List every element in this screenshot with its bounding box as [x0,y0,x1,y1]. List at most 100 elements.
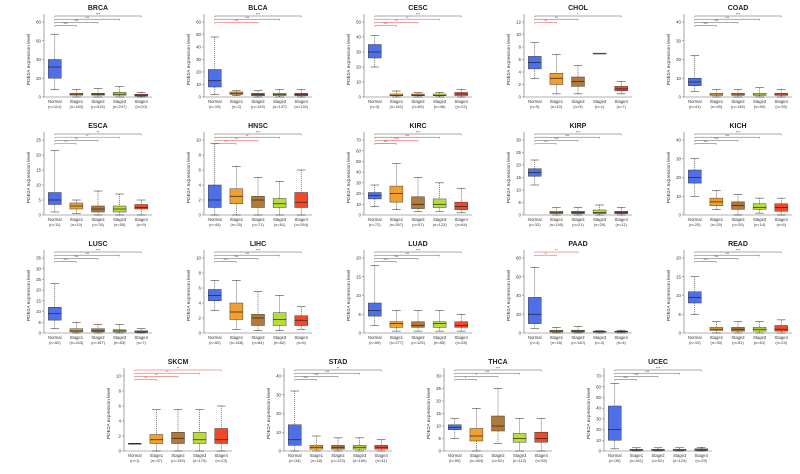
significance-label: * [577,13,579,17]
x-tick-label: Normal [688,99,702,104]
significance-label: ** [544,19,547,23]
x-tick-label: Stage3 [593,99,607,104]
y-tick-label: 6 [199,286,202,291]
x-tick-label: Normal [368,99,382,104]
x-tick-label: Normal [48,217,62,222]
y-axis-label: PDE2A expression level [506,270,512,321]
y-axis-label: PDE2A expression level [506,34,512,85]
significance-label: *** [645,370,650,374]
box-stage1 [69,328,84,333]
x-tick-label: Stage4 [295,217,309,222]
chart-title: UCEC [648,359,668,366]
sample-size-label: (n=4) [616,340,626,345]
box-stage4 [214,428,228,444]
x-tick-label: Normal [208,335,222,340]
y-tick-label: 30 [516,138,521,143]
sample-size-label: (n=10) [71,222,83,227]
significance-label: *** [383,258,388,262]
y-axis-label: PDE2A expression level [346,270,352,321]
y-tick-label: 60 [516,274,521,279]
y-tick-label: 15 [676,274,681,279]
y-tick-label: 40 [676,138,681,143]
x-tick-label: Stage3 [273,217,287,222]
y-tick-label: 0 [119,449,122,454]
significance-label: *** [245,252,250,256]
significance-label: ** [395,19,398,23]
y-tick-label: 20 [676,256,681,261]
chart-title: ESCA [88,123,107,130]
x-tick-label: Stage1 [390,217,404,222]
y-tick-label: 5 [39,198,42,203]
sample-size-label: (n=137) [273,104,288,109]
x-tick-label: Normal [208,99,222,104]
y-tick-label: 40 [196,45,201,50]
y-axis-label: PDE2A expression level [186,152,192,203]
sample-size-label: (n=277) [389,340,404,345]
y-tick-label: 20 [516,312,521,317]
box-stage2 [411,196,425,209]
y-tick-label: 5 [679,312,682,317]
box-normal [208,69,222,88]
box-normal [608,405,622,441]
y-tick-label: 0 [39,331,42,336]
sample-size-label: (n=55) [535,458,547,463]
x-tick-label: Stage1 [710,217,724,222]
sample-size-label: (n=170) [193,458,208,463]
sample-size-label: (n=9) [136,222,146,227]
sample-size-label: (n=50) [209,340,221,345]
chart-title: LUAD [408,241,427,248]
sample-size-label: (n=20) [711,222,723,227]
x-tick-label: Normal [448,453,462,458]
significance-label: *** [714,255,719,259]
y-tick-label: 10 [36,309,41,314]
significance-label: *** [565,134,570,138]
x-tick-label: Stage4 [775,335,789,340]
significance-label: *** [223,258,228,262]
box-stage3 [512,433,527,443]
significance-label: *** [234,19,239,23]
sample-size-label: (n=25) [231,222,243,227]
x-tick-label: Stage3 [753,335,767,340]
y-tick-label: 60 [356,148,361,153]
y-tick-label: 10 [276,430,281,435]
sample-size-label: (n=140) [571,340,586,345]
sample-size-label: (n=51) [732,340,744,345]
x-tick-label: Stage4 [295,99,309,104]
y-tick-label: 30 [356,180,361,185]
y-axis-label: PDE2A expression level [26,152,32,203]
significance-label: *** [416,13,421,17]
x-tick-label: Stage1 [550,99,564,104]
y-tick-label: 20 [356,256,361,261]
sample-size-label: (n=46) [434,104,446,109]
y-tick-label: 20 [276,411,281,416]
significance-label: *** [703,258,708,262]
significance-label: *** [736,249,741,253]
box-stage3 [272,198,287,208]
y-tick-label: 10 [516,188,521,193]
y-tick-label: 30 [196,57,201,62]
x-tick-label: Stage2 [651,453,665,458]
x-tick-label: Stage1 [310,453,324,458]
x-tick-label: Stage1 [630,453,644,458]
x-tick-label: Stage2 [571,217,585,222]
chart-title: LUSC [88,241,107,248]
y-tick-label: 0 [679,331,682,336]
y-axis-label: PDE2A expression level [426,388,432,439]
sample-size-label: (n=10) [689,340,701,345]
sample-size-label: (n=132) [294,104,309,109]
x-tick-label: Stage1 [550,335,564,340]
significance-label: ** [75,137,78,141]
significance-label: ** [64,140,67,144]
x-tick-label: Stage2 [251,99,265,104]
y-tick-label: 5 [359,312,362,317]
y-tick-label: 60 [196,20,201,25]
x-tick-label: Stage1 [550,217,564,222]
y-tick-label: 15 [36,168,41,173]
sample-size-label: (n=2) [232,104,242,109]
box-stage1 [149,434,164,444]
y-tick-label: 25 [36,138,41,143]
